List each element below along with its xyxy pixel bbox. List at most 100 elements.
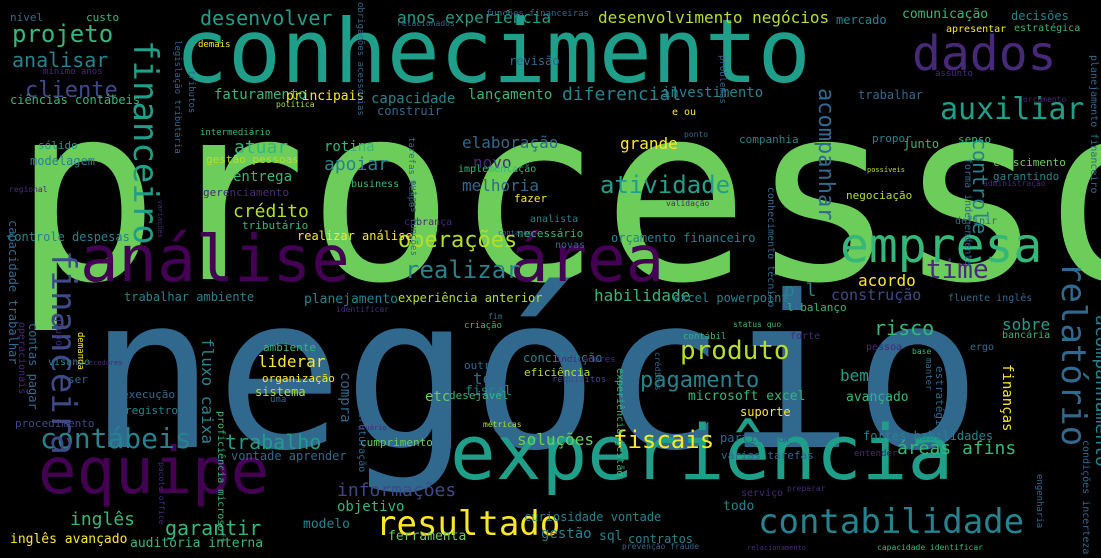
cloud-word: desejável: [449, 389, 509, 402]
cloud-word: forma independente: [962, 158, 973, 267]
cloud-word: estruturação: [356, 400, 367, 473]
cloud-word: novas: [555, 240, 586, 251]
cloud-word: decisões: [1011, 9, 1069, 23]
cloud-word: possíveis: [867, 166, 905, 174]
cloud-word: várias tarefas: [721, 449, 814, 462]
cloud-word: custo: [86, 11, 120, 24]
cloud-word: operacionais: [16, 322, 27, 395]
cloud-word: regional: [9, 185, 48, 194]
cloud-word: condições incerteza: [1080, 440, 1091, 555]
cloud-word: comunicação: [902, 7, 989, 22]
cloud-word: implementação: [458, 164, 537, 175]
cloud-word: acompanhamento: [1091, 315, 1101, 467]
cloud-word: tributos: [186, 70, 196, 114]
cloud-word: apresentar: [946, 24, 1007, 35]
cloud-word: estratégia: [933, 366, 946, 433]
cloud-word: curiosidade vontade: [524, 510, 662, 524]
cloud-word: legislação tributária: [172, 40, 182, 154]
cloud-word: usuário: [357, 424, 387, 432]
cloud-word: auditoria interna: [130, 536, 264, 551]
cloud-word: indicadores: [556, 355, 616, 365]
cloud-word: microsoft excel: [688, 389, 806, 404]
cloud-word: modelo: [303, 517, 350, 532]
cloud-word: ter: [473, 369, 502, 388]
cloud-word: outras funções: [408, 180, 418, 256]
cloud-word: acordo: [858, 271, 916, 290]
cloud-word: cumprimento: [360, 436, 433, 449]
cloud-word: pagamento: [640, 368, 760, 393]
cloud-word: contagem: [498, 229, 532, 237]
cloud-word: business: [351, 179, 400, 190]
cloud-word: l balanço: [787, 301, 847, 314]
cloud-word: contas pagar: [26, 323, 40, 410]
cloud-word: todo: [723, 499, 755, 514]
cloud-word: cobrança: [404, 217, 453, 228]
cloud-word: experiência: [450, 408, 954, 497]
cloud-word: pessoa: [866, 342, 903, 353]
cloud-word: atuar: [234, 137, 289, 158]
cloud-word: validação: [666, 199, 710, 208]
cloud-word: nível: [10, 11, 44, 24]
cloud-word: objetivo: [337, 499, 405, 515]
cloud-word: gerenciamento: [203, 186, 290, 199]
cloud-word: crédito: [233, 201, 309, 222]
cloud-word: cliente: [25, 78, 118, 103]
cloud-word: excel powerpoint: [673, 291, 789, 305]
cloud-word: área: [510, 223, 665, 297]
cloud-word: trabalho: [225, 430, 322, 454]
cloud-word: compra: [337, 372, 353, 423]
cloud-word: execução: [122, 388, 175, 401]
cloud-word: assunto: [935, 69, 973, 79]
cloud-word: ambiente: [263, 341, 316, 354]
cloud-word: capacidade identificar: [877, 543, 983, 552]
cloud-word: registro: [125, 404, 178, 417]
cloud-word: elaboração: [462, 133, 559, 152]
cloud-word: lançamento: [468, 87, 553, 103]
cloud-word: política: [276, 100, 315, 109]
cloud-word: auxiliar: [940, 92, 1085, 127]
cloud-word: produto: [680, 336, 790, 366]
cloud-word: dados: [912, 26, 1057, 82]
cloud-word: conhecimento técnico: [765, 187, 776, 308]
cloud-word: obrigações acessórias: [355, 2, 365, 116]
cloud-word: fluxo caixa: [198, 338, 217, 444]
cloud-word: conhecimento: [175, 0, 811, 103]
cloud-word: informações: [337, 480, 457, 501]
cloud-word: base: [912, 347, 932, 356]
cloud-word: identificar: [336, 305, 389, 314]
cloud-word: ferramenta: [388, 529, 467, 544]
cloud-word: fiscal: [465, 384, 512, 399]
cloud-word: experiência gestão: [614, 368, 625, 477]
cloud-word: inglês avançado: [10, 532, 128, 547]
cloud-word: processo: [12, 52, 1101, 337]
cloud-word: ponto: [684, 130, 709, 139]
cloud-word: sobre: [1002, 315, 1051, 334]
cloud-word: conciliação: [523, 351, 603, 365]
cloud-word: demais: [198, 40, 231, 50]
cloud-word: faturamento: [214, 87, 307, 103]
cloud-word: e ou: [672, 107, 697, 118]
cloud-word: orçamento financeiro: [611, 231, 756, 245]
cloud-word: experiência anterior: [398, 291, 543, 305]
cloud-word: procedimento: [15, 417, 95, 430]
cloud-word: manter: [923, 358, 933, 391]
cloud-word: outros: [464, 359, 504, 372]
cloud-word: funções financeiras: [486, 9, 589, 19]
cloud-word: principais: [286, 89, 365, 104]
cloud-word: créditos: [653, 352, 662, 391]
cloud-word: necessário: [517, 227, 584, 240]
cloud-word: p l: [784, 280, 817, 301]
cloud-word: contábil: [683, 332, 727, 342]
cloud-word: gestão pessoas: [206, 153, 299, 166]
cloud-word: inglês: [70, 509, 136, 530]
cloud-word: orçamento: [1023, 95, 1067, 104]
cloud-word: forte: [790, 331, 821, 342]
cloud-word: requisitos: [552, 375, 607, 385]
cloud-word: relacionamento: [747, 544, 807, 552]
cloud-word: propor: [872, 132, 912, 145]
cloud-word: tributário: [242, 219, 309, 232]
cloud-word: planejamento: [304, 292, 398, 307]
cloud-word: contratos: [628, 532, 694, 546]
cloud-word: diferencial: [562, 84, 682, 105]
